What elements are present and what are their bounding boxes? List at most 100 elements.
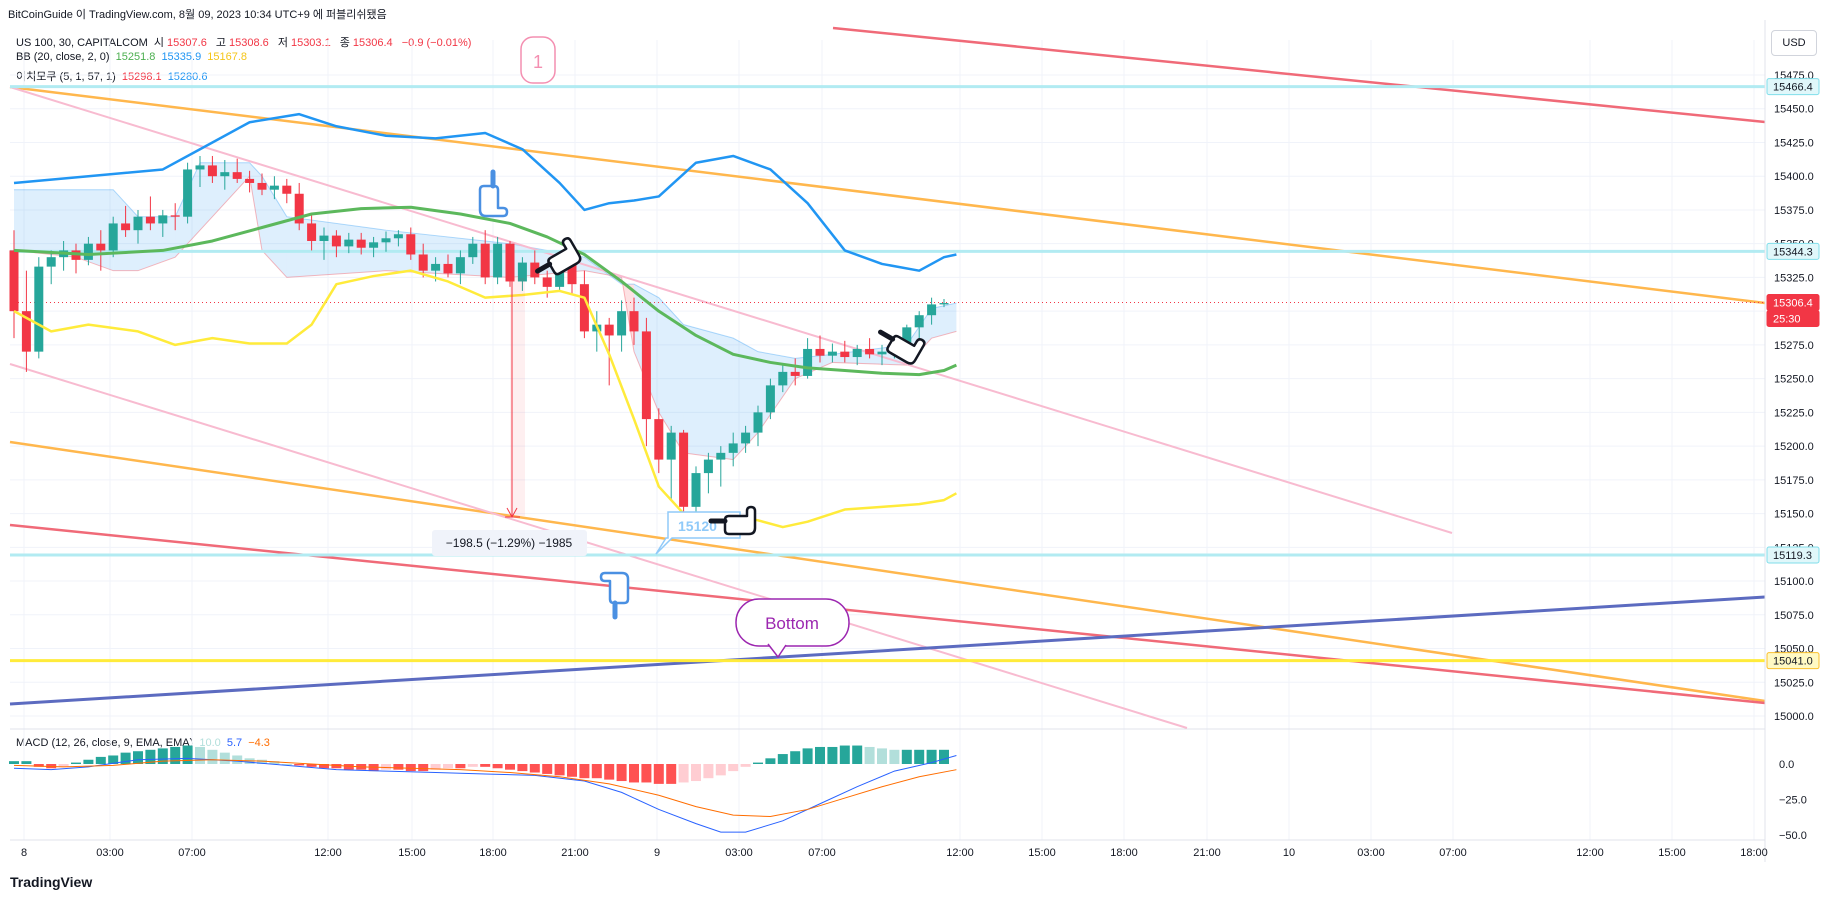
macd-histogram-bar bbox=[219, 752, 230, 764]
candle-body bbox=[183, 169, 193, 217]
time-tick-label: 03:00 bbox=[96, 847, 124, 859]
currency-button[interactable]: USD bbox=[1771, 30, 1817, 56]
pointing-hand-icon bbox=[535, 237, 582, 276]
price-tick-label: 15250.0 bbox=[1774, 374, 1814, 386]
time-tick-label: 12:00 bbox=[946, 847, 974, 859]
ichimoku-name: 이치모쿠 (5, 1, 57, 1) bbox=[16, 71, 116, 83]
candle-body bbox=[195, 165, 205, 170]
candle-body bbox=[121, 223, 131, 231]
time-tick-label: 12:00 bbox=[314, 847, 342, 859]
macd-histogram-bar bbox=[877, 748, 887, 764]
macd-histogram-bar bbox=[120, 752, 131, 764]
candle-body bbox=[939, 303, 949, 305]
bb-lower-line bbox=[13, 269, 957, 529]
price-label-countdown: 25:30 bbox=[1773, 314, 1801, 326]
price-tick-label: 15375.0 bbox=[1774, 205, 1814, 217]
candle-body bbox=[641, 331, 651, 420]
candle-body bbox=[294, 193, 304, 224]
measure-range-fill bbox=[510, 278, 525, 516]
time-tick-label: 15:00 bbox=[1658, 847, 1686, 859]
bb-name: BB (20, close, 2, 0) bbox=[16, 51, 110, 63]
price-tick-label: 15450.0 bbox=[1774, 104, 1814, 116]
macd-histogram-bar bbox=[616, 764, 627, 782]
macd-histogram-bar bbox=[604, 764, 615, 780]
time-tick-label: 18:00 bbox=[1110, 847, 1138, 859]
ichimoku-legend[interactable]: 이치모쿠 (5, 1, 57, 1) 15298.1 15280.6 bbox=[16, 68, 210, 84]
candle-body bbox=[158, 215, 168, 224]
candle-body bbox=[877, 351, 887, 355]
macd-histogram-bar bbox=[145, 749, 156, 764]
macd-histogram-bar bbox=[839, 745, 850, 764]
candle-body bbox=[493, 243, 503, 278]
candle-body bbox=[827, 351, 837, 356]
candle-body bbox=[530, 262, 540, 278]
macd-histogram-bar bbox=[653, 764, 664, 784]
macd-histogram-bar bbox=[133, 751, 143, 764]
candle-body bbox=[331, 235, 341, 247]
candle-body bbox=[815, 348, 825, 356]
macd-histogram-bar bbox=[157, 748, 168, 764]
macd-histogram-bar bbox=[901, 749, 912, 764]
price-tick-label: 15325.0 bbox=[1774, 272, 1814, 284]
close-value: 15306.4 bbox=[352, 37, 393, 49]
bottom-bubble bbox=[735, 598, 850, 647]
macd-histogram-bar bbox=[703, 764, 714, 779]
macd-legend[interactable]: MACD (12, 26, close, 9, EMA, EMA) 10.0 5… bbox=[16, 737, 273, 749]
price-tick-label: 15025.0 bbox=[1774, 677, 1814, 689]
time-tick-label: 9 bbox=[654, 847, 660, 859]
macd-histogram-bar bbox=[591, 764, 602, 779]
time-tick-label: 15:00 bbox=[398, 847, 426, 859]
candle-body bbox=[803, 348, 813, 376]
publish-line: BitCoinGuide 이 TradingView.com, 8월 09, 2… bbox=[8, 9, 387, 21]
macd-histogram-bar bbox=[753, 762, 763, 764]
macd-histogram-bar bbox=[889, 749, 900, 764]
candle-body bbox=[46, 257, 56, 267]
candle-body bbox=[840, 351, 850, 358]
trend-line-navy bbox=[9, 595, 1766, 706]
macd-histogram-bar bbox=[95, 756, 106, 764]
symbol-legend[interactable]: US 100, 30, CAPITALCOM 시 15307.6 고 15308.6… bbox=[16, 34, 474, 50]
candle-body bbox=[555, 263, 565, 287]
bb-lower-value: 15167.8 bbox=[207, 51, 248, 63]
candle-body bbox=[108, 223, 118, 251]
macd-histogram-bar bbox=[294, 764, 305, 766]
macd-histogram-bar bbox=[430, 764, 441, 770]
price-tick-label: 15000.0 bbox=[1774, 711, 1814, 723]
macd-histogram-bar bbox=[207, 749, 218, 764]
macd-histogram-bar bbox=[331, 764, 342, 769]
candle-body bbox=[406, 234, 416, 255]
price-label-yellow: 15041.0 bbox=[1773, 656, 1813, 668]
macd-histogram-bar bbox=[542, 764, 553, 774]
price-tick-label: 15200.0 bbox=[1774, 441, 1814, 453]
candle-body bbox=[443, 263, 453, 274]
price-tick-label: 15225.0 bbox=[1774, 407, 1814, 419]
time-tick-label: 18:00 bbox=[1740, 847, 1768, 859]
candle-body bbox=[865, 348, 875, 355]
candle-body bbox=[83, 243, 93, 260]
badge-1-label: 1 bbox=[533, 52, 543, 72]
macd-histogram-bar bbox=[852, 745, 863, 764]
macd-histogram-bar bbox=[517, 764, 528, 772]
ichimoku-cloud-segment bbox=[931, 303, 957, 339]
close-label: 종 bbox=[339, 37, 350, 49]
price-label-cyan: 15344.3 bbox=[1773, 246, 1813, 258]
candle-body bbox=[133, 216, 143, 231]
macd-histogram-bar bbox=[567, 764, 577, 777]
bb-legend[interactable]: BB (20, close, 2, 0) 15251.8 15335.9 151… bbox=[16, 51, 250, 63]
price-callout-label: 15120 bbox=[678, 518, 717, 534]
candle-body bbox=[716, 452, 726, 460]
macd-signal-value: −4.3 bbox=[248, 737, 270, 749]
badge-1-border bbox=[520, 36, 556, 84]
candle-body bbox=[282, 185, 292, 194]
tradingview-logo[interactable]: TradingView bbox=[10, 874, 93, 890]
time-tick-label: 03:00 bbox=[725, 847, 753, 859]
pointing-hand-icon bbox=[708, 505, 757, 536]
candle-body bbox=[691, 473, 701, 507]
ichimoku-cloud-segment bbox=[658, 297, 684, 453]
macd-histogram-bar bbox=[108, 755, 119, 764]
macd-histogram-bar bbox=[182, 745, 193, 764]
time-tick-label: 18:00 bbox=[479, 847, 507, 859]
price-tick-label: 15075.0 bbox=[1774, 610, 1814, 622]
time-tick-label: 21:00 bbox=[1193, 847, 1221, 859]
